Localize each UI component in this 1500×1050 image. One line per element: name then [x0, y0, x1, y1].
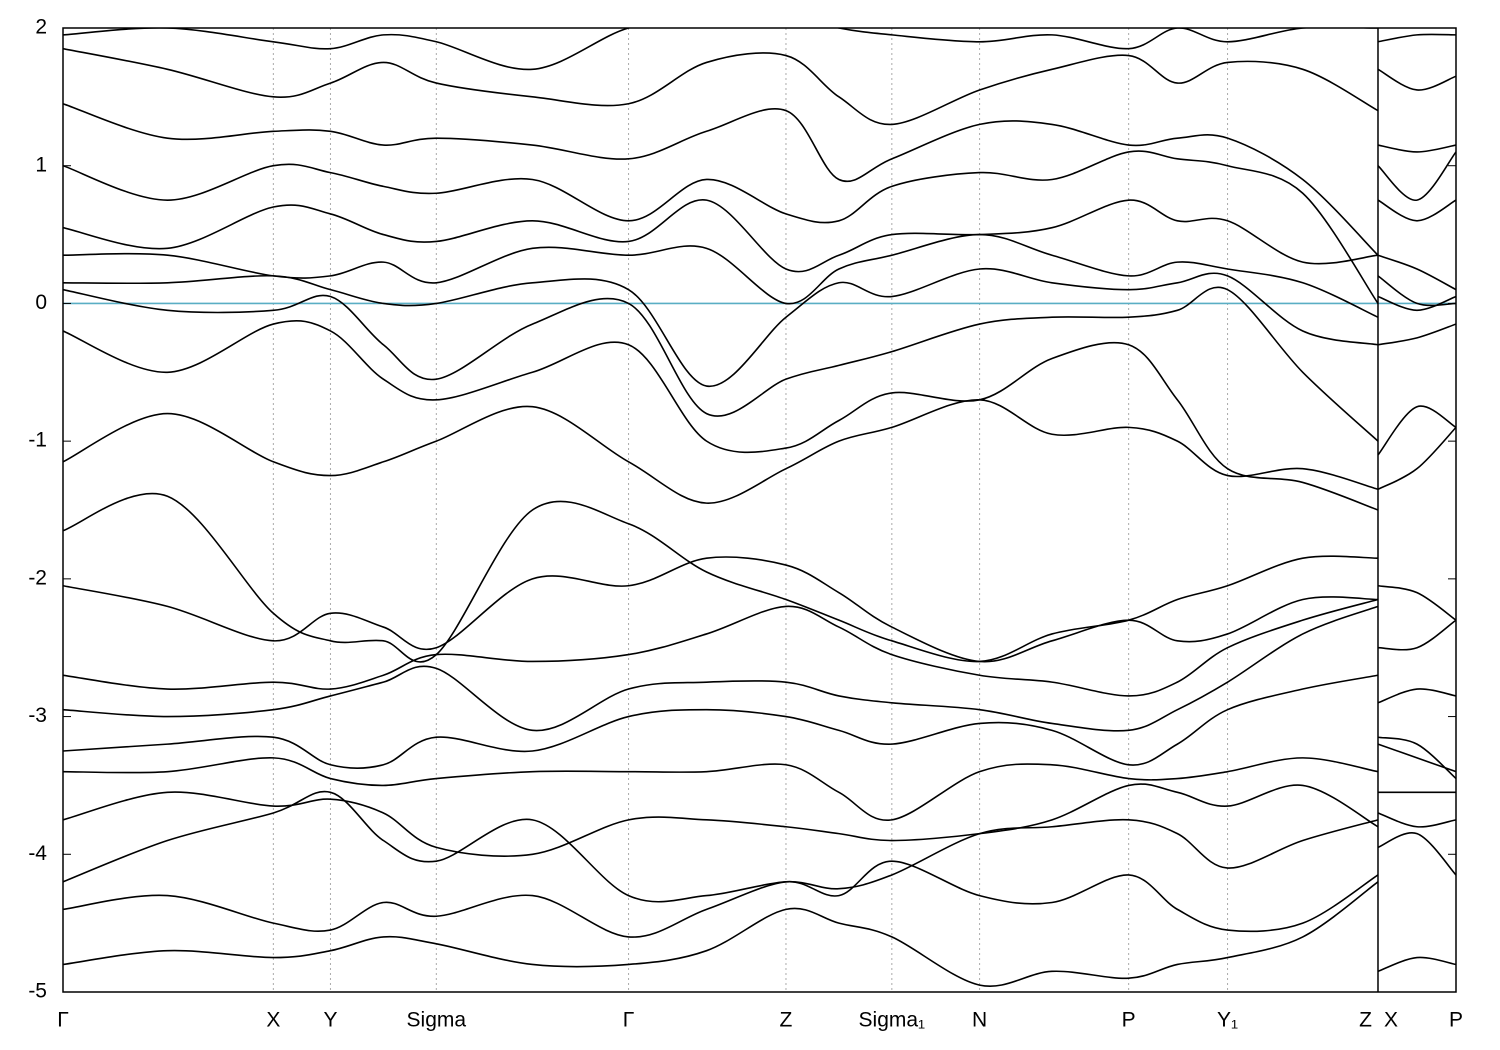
band-line: [63, 320, 1456, 511]
y-tick-label: -5: [28, 980, 47, 1003]
band-line: [63, 881, 1456, 987]
band-line: [63, 267, 1456, 387]
y-tick-label: 1: [35, 153, 47, 176]
y-tick-label: 2: [35, 16, 47, 39]
band-line: [63, 783, 1456, 857]
x-tick-label: X: [1384, 1009, 1398, 1032]
x-tick-label: N: [972, 1009, 987, 1032]
x-tick-label: Z: [1359, 1009, 1372, 1032]
x-tick-label: P: [1122, 1009, 1136, 1032]
band-line: [63, 47, 1456, 126]
y-tick-label: 0: [35, 291, 47, 314]
x-tick-label: P: [1449, 1009, 1463, 1032]
x-tick-label: Γ: [623, 1009, 635, 1032]
band-line: [63, 426, 1456, 663]
y-tick-label: -3: [28, 704, 47, 727]
x-tick-label: Y₁: [1217, 1009, 1238, 1032]
y-tick-label: -1: [28, 429, 47, 452]
x-tick-label: Sigma: [407, 1009, 467, 1032]
band-line: [63, 598, 1456, 697]
bands: [63, 28, 1456, 987]
x-tick-label: Y: [323, 1009, 337, 1032]
x-tick-label: Γ: [57, 1009, 69, 1032]
band-line: [63, 674, 1456, 780]
grid: [62, 28, 1457, 992]
x-tick-label: X: [266, 1009, 280, 1032]
band-line: [63, 286, 1456, 442]
y-tick-label: -4: [28, 842, 47, 865]
band-line: [63, 832, 1456, 938]
band-line: [63, 150, 1456, 304]
x-tick-label: Sigma₁: [859, 1009, 926, 1032]
y-tick-label: -2: [28, 566, 47, 589]
x-tick-label: Z: [780, 1009, 793, 1032]
band-line: [63, 102, 1456, 256]
band-line: [63, 199, 1456, 273]
band-line: [63, 399, 1456, 504]
band-line: [63, 605, 1456, 732]
plot-frame: [62, 27, 1457, 993]
band-line: [63, 556, 1456, 663]
band-line: [63, 233, 1456, 318]
band-line: [63, 790, 1456, 903]
band-line: [63, 743, 1456, 821]
